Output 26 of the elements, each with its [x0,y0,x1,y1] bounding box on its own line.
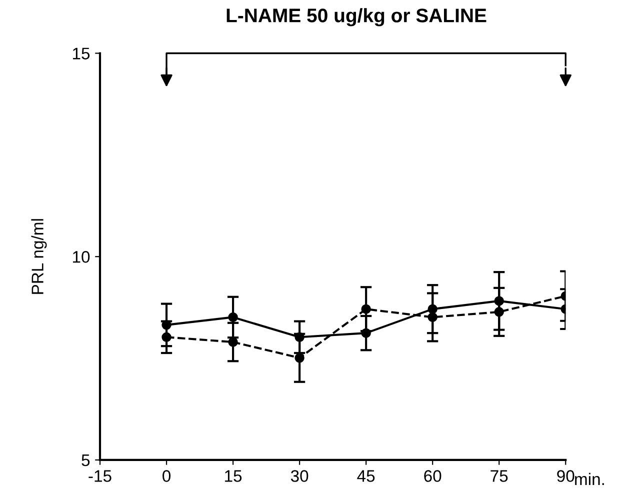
point [361,304,371,314]
x-tick-label: 60 [424,470,442,482]
point [428,312,438,322]
x-tick-label: 30 [290,470,308,482]
point [494,296,504,306]
point [162,320,172,330]
point [294,332,304,342]
point [428,304,438,314]
point [494,307,504,317]
point [228,312,238,322]
x-tick-label: 0 [162,470,170,482]
x-tick-label: 45 [357,470,375,482]
x-tick-label: 75 [490,470,508,482]
point [361,328,371,338]
y-axis-title: PRL ng/ml [31,219,47,294]
chart-title: L-NAME 50 ug/kg or SALINE [226,8,486,26]
x-tick-label: 90 [557,470,574,482]
y-tick-label: 10 [73,251,90,263]
y-tick-label: 15 [73,48,90,60]
x-tick-label: 15 [225,470,242,482]
x-tick-label: -15 [88,470,112,482]
point [294,353,304,363]
point [162,332,172,342]
y-tick-label: 5 [82,454,90,466]
text: min. [575,472,604,485]
point [228,337,238,347]
